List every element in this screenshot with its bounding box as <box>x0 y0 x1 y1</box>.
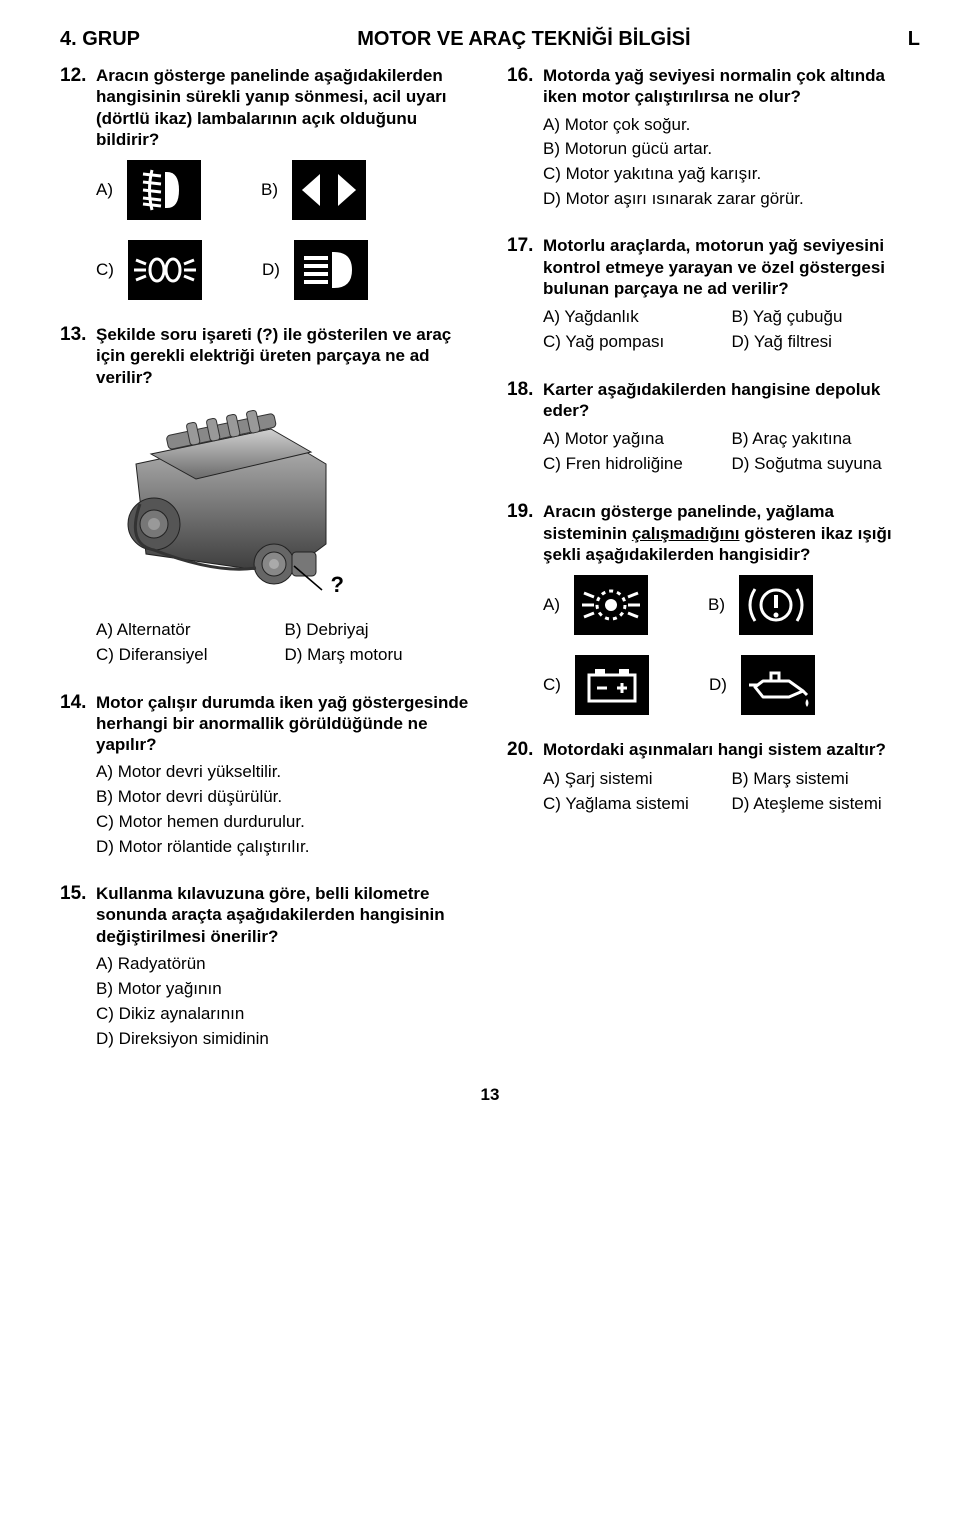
q16-d: D) Motor aşırı ısınarak zarar görür. <box>543 188 920 211</box>
q15-c: C) Dikiz aynalarının <box>96 1003 473 1026</box>
left-column: 12. Aracın gösterge panelinde aşağıdakil… <box>60 65 473 1075</box>
question-18: 18. Karter aşağıdakilerden hangisine dep… <box>507 379 920 477</box>
q12-row-cd: C) <box>96 240 473 300</box>
oil-can-icon <box>741 655 815 715</box>
q13-a: A) Alternatör <box>96 618 285 643</box>
q20-text: Motordaki aşınmaları hangi sistem azaltı… <box>543 739 886 760</box>
q18-b: B) Araç yakıtına <box>732 427 921 452</box>
q16-text: Motorda yağ seviyesi normalin çok altınd… <box>543 65 920 108</box>
q20-b: B) Marş sistemi <box>732 767 921 792</box>
q20-d: D) Ateşleme sistemi <box>732 792 921 817</box>
q12-text: Aracın gösterge panelinde aşağıdakilerde… <box>96 65 473 150</box>
q19-b-label: B) <box>708 595 725 615</box>
q17-a: A) Yağdanlık <box>543 305 732 330</box>
q20-c: C) Yağlama sistemi <box>543 792 732 817</box>
q18-num: 18. <box>507 379 535 401</box>
q15-d: D) Direksiyon simidinin <box>96 1028 473 1051</box>
hazard-arrows-icon <box>292 160 366 220</box>
q12-row-ab: A) B) <box>96 160 473 220</box>
q16-b: B) Motorun gücü artar. <box>543 138 920 161</box>
q17-b: B) Yağ çubuğu <box>732 305 921 330</box>
q12-c-label: C) <box>96 260 114 280</box>
q18-a: A) Motor yağına <box>543 427 732 452</box>
q16-num: 16. <box>507 65 535 87</box>
q19-a-label: A) <box>543 595 560 615</box>
question-12: 12. Aracın gösterge panelinde aşağıdakil… <box>60 65 473 300</box>
q13-num: 13. <box>60 324 88 346</box>
question-19: 19. Aracın gösterge panelinde, yağlama s… <box>507 501 920 715</box>
q17-d: D) Yağ filtresi <box>732 330 921 355</box>
right-column: 16. Motorda yağ seviyesi normalin çok al… <box>507 65 920 1075</box>
q19-text: Aracın gösterge panelinde, yağlama siste… <box>543 501 920 565</box>
question-15: 15. Kullanma kılavuzuna göre, belli kilo… <box>60 883 473 1051</box>
battery-icon <box>575 655 649 715</box>
q19-num: 19. <box>507 501 535 523</box>
q12-d-label: D) <box>262 260 280 280</box>
q16-a: A) Motor çok soğur. <box>543 114 920 137</box>
group-label: 4. GRUP <box>60 28 140 51</box>
q16-c: C) Motor yakıtına yağ karışır. <box>543 163 920 186</box>
q14-c: C) Motor hemen durdurulur. <box>96 811 473 834</box>
q14-d: D) Motor rölantide çalıştırılır. <box>96 836 473 859</box>
q20-num: 20. <box>507 739 535 761</box>
question-13: 13. Şekilde soru işareti (?) ile gösteri… <box>60 324 473 668</box>
q12-a-label: A) <box>96 180 113 200</box>
q18-c: C) Fren hidroliğine <box>543 452 732 477</box>
engine-illustration: ? <box>96 394 356 604</box>
q18-text: Karter aşağıdakilerden hangisine depoluk… <box>543 379 920 422</box>
page-code: L <box>908 28 920 51</box>
q20-a: A) Şarj sistemi <box>543 767 732 792</box>
q14-text: Motor çalışır durumda iken yağ gösterges… <box>96 692 473 756</box>
question-16: 16. Motorda yağ seviyesi normalin çok al… <box>507 65 920 211</box>
q14-b: B) Motor devri düşürülür. <box>96 786 473 809</box>
page-header: 4. GRUP MOTOR VE ARAÇ TEKNİĞİ BİLGİSİ L <box>60 28 920 51</box>
brake-warning-icon <box>739 575 813 635</box>
question-14: 14. Motor çalışır durumda iken yağ göste… <box>60 692 473 860</box>
q15-num: 15. <box>60 883 88 905</box>
question-17: 17. Motorlu araçlarda, motorun yağ seviy… <box>507 235 920 355</box>
q13-d: D) Marş motoru <box>285 643 474 668</box>
parking-light-icon <box>128 240 202 300</box>
q19-text-underline: çalışmadığını <box>632 524 740 543</box>
q19-row-cd: C) D) <box>543 655 920 715</box>
q12-b-label: B) <box>261 180 278 200</box>
q17-text: Motorlu araçlarda, motorun yağ seviyesin… <box>543 235 920 299</box>
foglight-icon <box>127 160 201 220</box>
q14-num: 14. <box>60 692 88 714</box>
page-number: 13 <box>60 1085 920 1105</box>
q14-a: A) Motor devri yükseltilir. <box>96 761 473 784</box>
page-title: MOTOR VE ARAÇ TEKNİĞİ BİLGİSİ <box>357 28 690 51</box>
q13-b: B) Debriyaj <box>285 618 474 643</box>
q13-text: Şekilde soru işareti (?) ile gösterilen … <box>96 324 473 388</box>
q13-qmark: ? <box>331 572 344 598</box>
q18-d: D) Soğutma suyuna <box>732 452 921 477</box>
q12-num: 12. <box>60 65 88 87</box>
q19-row-ab: A) B <box>543 575 920 635</box>
headlight-beam-icon <box>574 575 648 635</box>
q13-c: C) Diferansiyel <box>96 643 285 668</box>
q15-text: Kullanma kılavuzuna göre, belli kilometr… <box>96 883 473 947</box>
q17-num: 17. <box>507 235 535 257</box>
q15-a: A) Radyatörün <box>96 953 473 976</box>
high-beam-icon <box>294 240 368 300</box>
q17-c: C) Yağ pompası <box>543 330 732 355</box>
q19-c-label: C) <box>543 675 561 695</box>
q15-b: B) Motor yağının <box>96 978 473 1001</box>
question-20: 20. Motordaki aşınmaları hangi sistem az… <box>507 739 920 817</box>
q19-d-label: D) <box>709 675 727 695</box>
